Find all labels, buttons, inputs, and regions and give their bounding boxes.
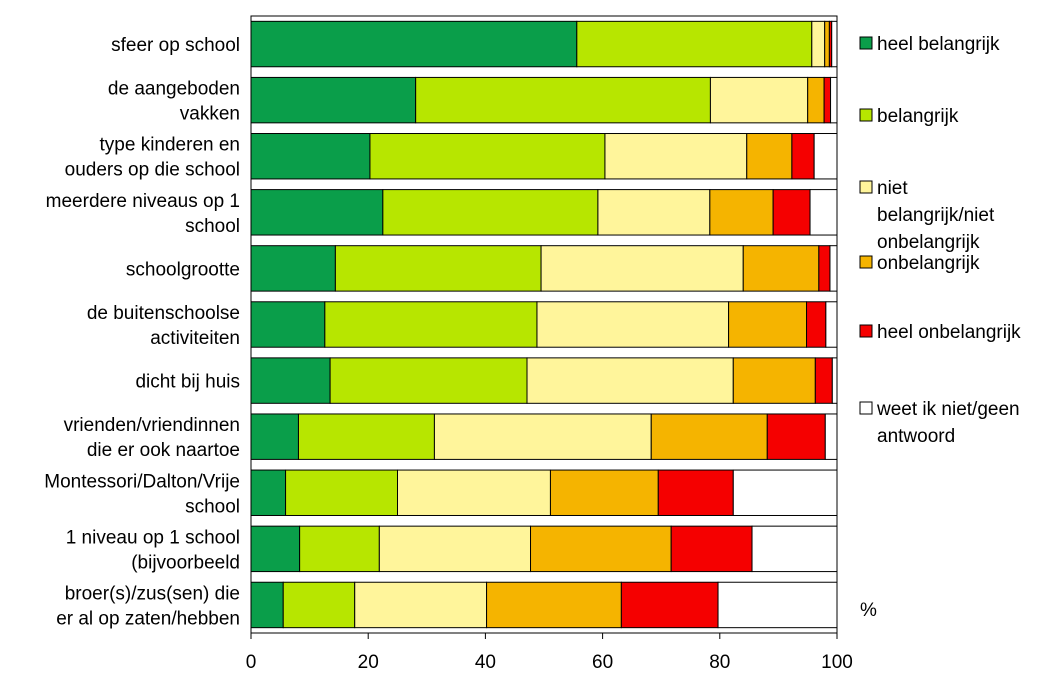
bar-segment-5-5 [818, 245, 831, 292]
category-label-11: broer(s)/zus(sen) die er al op zaten/hebb… [56, 583, 240, 629]
x-tick-label-5: 80 [709, 652, 730, 673]
legend-swatch-3 [859, 180, 873, 194]
bar-segment-4-3 [597, 189, 711, 236]
bar-segment-7-4 [732, 357, 816, 404]
legend-label-3: niet belangrijk/niet onbelangrijk [877, 178, 995, 253]
category-label-7: dicht bij huis [135, 372, 240, 393]
bar-segment-3-6 [813, 133, 838, 180]
legend-label-4: onbelangrijk [877, 253, 980, 274]
bar-segment-4-4 [709, 189, 774, 236]
bar-segment-8-5 [766, 413, 826, 460]
bar-segment-8-4 [650, 413, 768, 460]
legend-label-6: weet ik niet/geen antwoord [876, 399, 1020, 447]
bar-segment-1-1 [250, 20, 578, 68]
bar-segment-5-1 [250, 245, 336, 292]
bar-segment-1-2 [576, 20, 813, 68]
bar-segment-6-2 [324, 301, 538, 348]
bar-segment-10-2 [299, 525, 380, 573]
category-label-10: 1 niveau op 1 school (bijvoorbeeld [66, 527, 240, 573]
bar-segment-11-5 [620, 581, 719, 629]
legend-swatch-4 [859, 255, 873, 269]
bar-segment-6-3 [536, 301, 730, 348]
bar-segment-3-5 [791, 133, 815, 180]
x-tick-label-4: 60 [592, 652, 613, 673]
bar-segment-1-4 [824, 20, 830, 68]
bar-segment-5-4 [742, 245, 820, 292]
bar-segment-10-3 [378, 525, 532, 573]
bar-segment-2-5 [823, 76, 832, 124]
bar-segment-4-6 [809, 189, 838, 236]
bar-segment-8-2 [297, 413, 435, 460]
bar-segment-3-4 [746, 133, 793, 180]
bar-segment-10-5 [670, 525, 753, 573]
legend-swatch-6 [859, 401, 873, 415]
bar-segment-5-6 [829, 245, 838, 292]
bar-segment-11-4 [486, 581, 622, 629]
bar-segment-11-3 [354, 581, 488, 629]
legend-label-1: heel belangrijk [877, 34, 1000, 55]
bar-segment-4-1 [250, 189, 384, 236]
bar-segment-9-5 [657, 469, 734, 516]
legend-swatch-1 [859, 36, 873, 50]
category-label-6: de buitenschoolse activiteiten [87, 303, 240, 349]
bar-segment-1-6 [831, 20, 838, 68]
bar-segment-6-4 [728, 301, 808, 348]
bar-segment-5-2 [334, 245, 542, 292]
bar-segment-9-1 [250, 469, 287, 516]
legend-swatch-5 [859, 324, 873, 338]
legend-swatch-2 [859, 108, 873, 122]
bar-segment-1-3 [811, 20, 826, 68]
bar-segment-8-3 [433, 413, 652, 460]
bar-segment-4-5 [772, 189, 811, 236]
bar-segment-6-5 [806, 301, 827, 348]
bar-segment-2-2 [415, 76, 711, 124]
bar-segment-9-2 [285, 469, 399, 516]
bar-segment-4-2 [382, 189, 599, 236]
bar-segment-2-1 [250, 76, 417, 124]
bar-segment-8-6 [824, 413, 838, 460]
bar-segment-11-2 [282, 581, 356, 629]
bar-segment-9-4 [549, 469, 659, 516]
bar-segment-3-1 [250, 133, 371, 180]
bar-segment-6-6 [825, 301, 838, 348]
bar-segment-2-3 [709, 76, 809, 124]
category-label-2: de aangeboden vakken [108, 79, 240, 125]
bar-segment-3-2 [369, 133, 606, 180]
bar-segment-6-1 [250, 301, 326, 348]
bar-segment-7-6 [831, 357, 838, 404]
bar-segment-8-1 [250, 413, 299, 460]
category-label-8: vrienden/vriendinnen die er ook naartoe [64, 415, 240, 461]
category-label-4: meerdere niveaus op 1 school [46, 191, 240, 237]
legend-label-2: belangrijk [877, 106, 959, 127]
bar-segment-10-6 [751, 525, 838, 573]
x-tick-label-3: 40 [475, 652, 496, 673]
category-label-5: schoolgrootte [126, 259, 240, 280]
bar-segment-9-3 [397, 469, 551, 516]
bar-segment-10-4 [530, 525, 672, 573]
bar-segment-2-4 [807, 76, 825, 124]
bar-segment-7-5 [814, 357, 833, 404]
bar-segment-5-3 [540, 245, 744, 292]
x-tick-label-1: 0 [246, 652, 257, 673]
bar-segment-11-6 [717, 581, 838, 629]
bar-segment-7-3 [526, 357, 734, 404]
bar-segment-11-1 [250, 581, 284, 629]
category-label-1: sfeer op school [111, 35, 240, 56]
x-tick-label-2: 20 [358, 652, 379, 673]
bar-segment-7-2 [329, 357, 528, 404]
bar-segment-10-1 [250, 525, 301, 573]
bar-segment-9-6 [732, 469, 838, 516]
category-label-9: Montessori/Dalton/Vrije school [44, 471, 240, 517]
legend-label-5: heel onbelangrijk [877, 322, 1021, 343]
category-label-3: type kinderen en ouders op die school [65, 135, 240, 181]
bar-segment-2-6 [830, 76, 838, 124]
bar-segment-3-3 [604, 133, 748, 180]
x-axis-unit-label: % [860, 600, 877, 621]
x-tick-label-6: 100 [821, 652, 853, 673]
bar-segment-7-1 [250, 357, 331, 404]
